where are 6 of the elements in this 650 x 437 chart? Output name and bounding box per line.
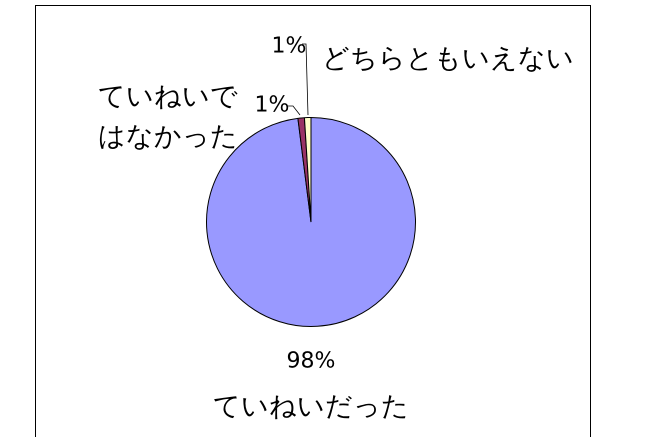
data-label: 1%	[254, 92, 290, 118]
slice-label: ていねいではなかった	[98, 81, 238, 152]
data-label: 1%	[272, 34, 306, 59]
slice-label: ていねいだった	[213, 391, 409, 422]
data-label: 98%	[286, 348, 336, 374]
slice-label: どちらともいえない	[322, 43, 574, 74]
